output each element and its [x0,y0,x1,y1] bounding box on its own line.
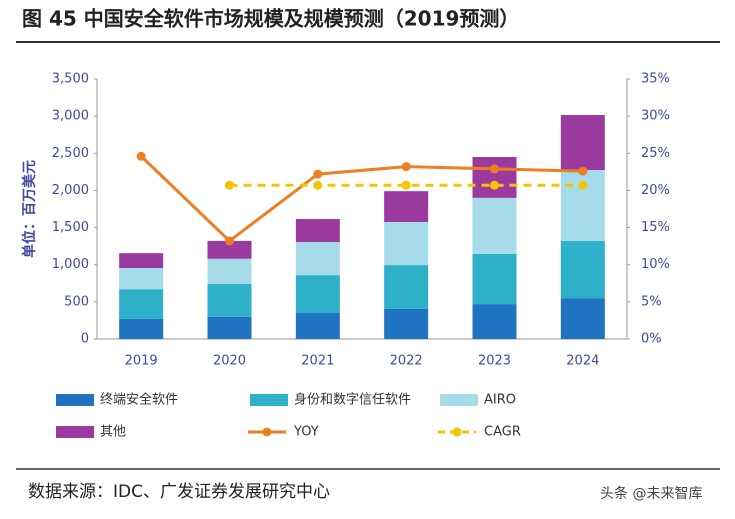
x-tick-label: 2019 [125,354,158,369]
y-axis-title: 单位：百万美元 [21,160,38,258]
bar-segment [119,289,164,319]
line-marker [313,180,323,190]
line-marker [578,180,588,190]
legend-swatch [440,394,478,406]
legend-swatch [56,394,94,406]
bar-segment [472,197,517,254]
bar-segment [384,308,429,339]
bar-segment [119,318,164,339]
y-tick-label: 500 [64,294,89,309]
source: 数据来源：IDC、广发证券发展研究中心 [28,482,330,502]
legend-marker [262,427,272,437]
bar-segment [560,115,605,170]
legend-swatch [56,426,94,438]
x-tick-label: 2020 [213,354,246,369]
bar-segment [560,298,605,339]
legend-label: AIRO [484,393,516,408]
x-tick-label: 2024 [566,354,599,369]
bar-segment [119,268,164,290]
legend-label: 身份和数字信任软件 [294,392,411,408]
line-marker [401,162,411,172]
line-marker [225,180,234,190]
y-tick-label: 0 [81,332,89,347]
bar-segment [207,240,252,259]
legend-marker [452,427,462,437]
legend-label: 终端安全软件 [100,392,178,408]
bar-segment [295,242,340,276]
line-marker [313,169,323,179]
line-marker [490,180,499,190]
y-tick-label: 3,500 [52,72,89,87]
y-tick-label: 3,000 [52,109,89,124]
x-tick-label: 2023 [478,354,511,369]
y2-tick-label: 35% [641,72,670,87]
bar-segment [295,275,340,313]
bar-segment [295,219,340,243]
bar-segment [384,191,429,222]
legend-label: 其他 [100,425,126,440]
bar-segment [560,170,605,241]
y2-tick-label: 0% [641,332,662,347]
legend-label: CAGR [484,425,521,440]
figure-title: 图 45 中国安全软件市场规模及规模预测（2019预测） [22,7,519,31]
legend-label: YOY [293,425,319,440]
bar-segment [384,222,429,266]
y2-tick-label: 10% [641,257,670,272]
y2-tick-label: 15% [641,220,670,235]
bar-segment [295,313,340,339]
bar-segment [560,240,605,299]
y-tick-label: 1,000 [52,257,89,272]
watermark: 头条 @未来智库 [600,485,702,502]
legend-swatch [250,394,288,406]
x-tick-label: 2021 [301,354,334,369]
line-marker [225,236,234,246]
bar-segment [207,258,252,285]
bar-segment [472,304,517,339]
y-tick-label: 1,500 [52,220,89,235]
y2-tick-label: 25% [641,146,670,161]
line-marker [490,164,499,174]
bar-segment [207,316,252,339]
bar-segment [384,265,429,309]
y2-tick-label: 20% [641,183,670,198]
line [140,155,583,243]
bar-segment [119,253,164,269]
line-marker [401,180,411,190]
y2-tick-label: 5% [641,294,662,309]
x-tick-label: 2022 [390,354,423,369]
line-marker [578,166,588,176]
y2-tick-label: 30% [641,109,670,124]
y-tick-label: 2,000 [52,183,89,198]
bar-segment [472,253,517,305]
line-marker [136,151,146,161]
bar-segment [207,284,252,317]
y-tick-label: 2,500 [52,146,89,161]
bar-segment [472,157,517,198]
